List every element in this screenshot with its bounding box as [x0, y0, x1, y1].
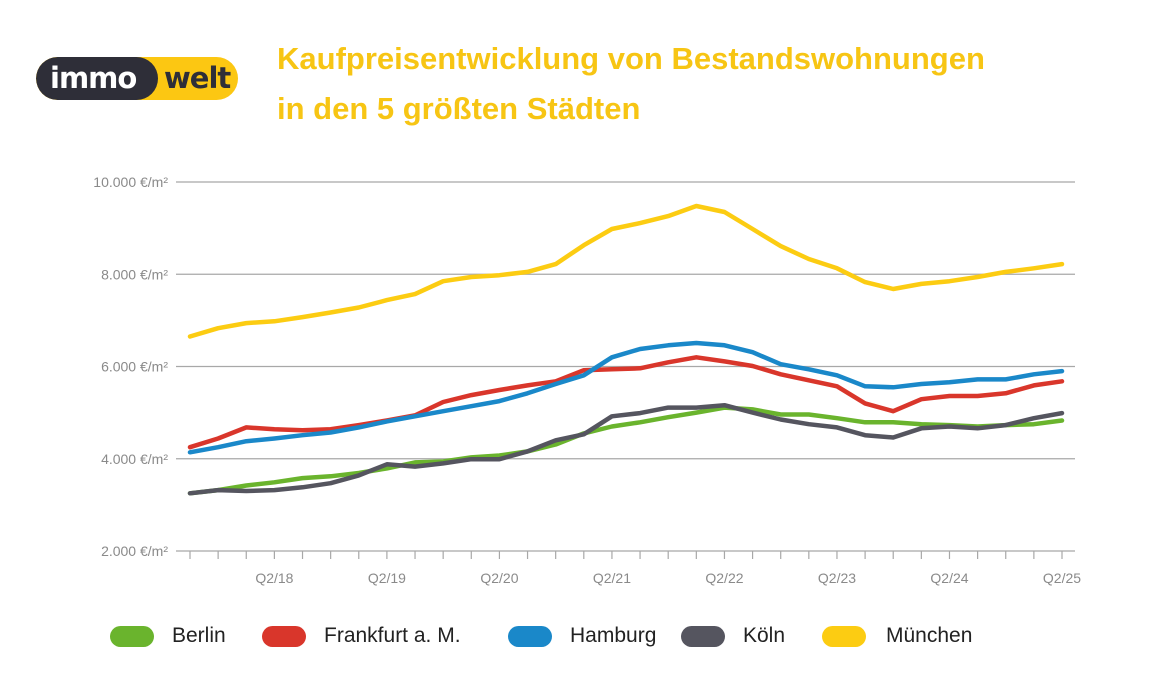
- x-tick-label: Q2/19: [368, 570, 406, 586]
- legend: Berlin Frankfurt a. M. Hamburg Köln München: [0, 624, 1152, 654]
- y-tick-label: 10.000 €/m²: [93, 174, 168, 190]
- y-tick-label: 4.000 €/m²: [101, 451, 168, 467]
- legend-swatch: [681, 625, 725, 647]
- legend-swatch: [110, 625, 154, 647]
- legend-label: Köln: [743, 624, 786, 647]
- legend-label: Hamburg: [570, 624, 657, 647]
- legend-item: Köln: [681, 624, 785, 648]
- logo-dark-part: [36, 57, 158, 100]
- legend-item: Berlin: [110, 624, 226, 648]
- title-line-1: Kaufpreisentwicklung von Bestandswohnung…: [277, 41, 985, 76]
- x-tick-label: Q2/24: [930, 570, 968, 586]
- legend-label: Frankfurt a. M.: [324, 624, 461, 647]
- chart-title: Kaufpreisentwicklung von Bestandswohnung…: [277, 34, 985, 134]
- legend-swatch: [508, 625, 552, 647]
- logo-text-welt: welt: [164, 61, 231, 95]
- title-line-2: in den 5 größten Städten: [277, 91, 641, 126]
- x-tick-label: Q2/18: [255, 570, 293, 586]
- x-tick-label: Q2/25: [1043, 570, 1081, 586]
- x-tick-label: Q2/23: [818, 570, 856, 586]
- x-tick-label: Q2/21: [593, 570, 631, 586]
- x-tick-label: Q2/20: [480, 570, 518, 586]
- series-line-köln: [187, 402, 1065, 496]
- legend-label: Berlin: [172, 624, 226, 647]
- x-tick-label: Q2/22: [705, 570, 743, 586]
- series-line-frankfurt-a-m-: [187, 355, 1065, 450]
- series-line-berlin: [187, 405, 1065, 496]
- legend-item: München: [822, 624, 972, 648]
- legend-swatch: [822, 625, 866, 647]
- series-line-hamburg: [187, 340, 1065, 455]
- immowelt-logo: immo welt: [36, 57, 238, 100]
- legend-item: Hamburg: [508, 624, 656, 648]
- legend-swatch: [262, 625, 306, 647]
- y-tick-label: 8.000 €/m²: [101, 266, 168, 282]
- legend-item: Frankfurt a. M.: [262, 624, 461, 648]
- y-tick-label: 6.000 €/m²: [101, 359, 168, 375]
- legend-label: München: [886, 624, 973, 647]
- y-tick-label: 2.000 €/m²: [101, 543, 168, 559]
- series-line-münchen: [187, 203, 1065, 339]
- logo-text-immo: immo: [50, 61, 137, 95]
